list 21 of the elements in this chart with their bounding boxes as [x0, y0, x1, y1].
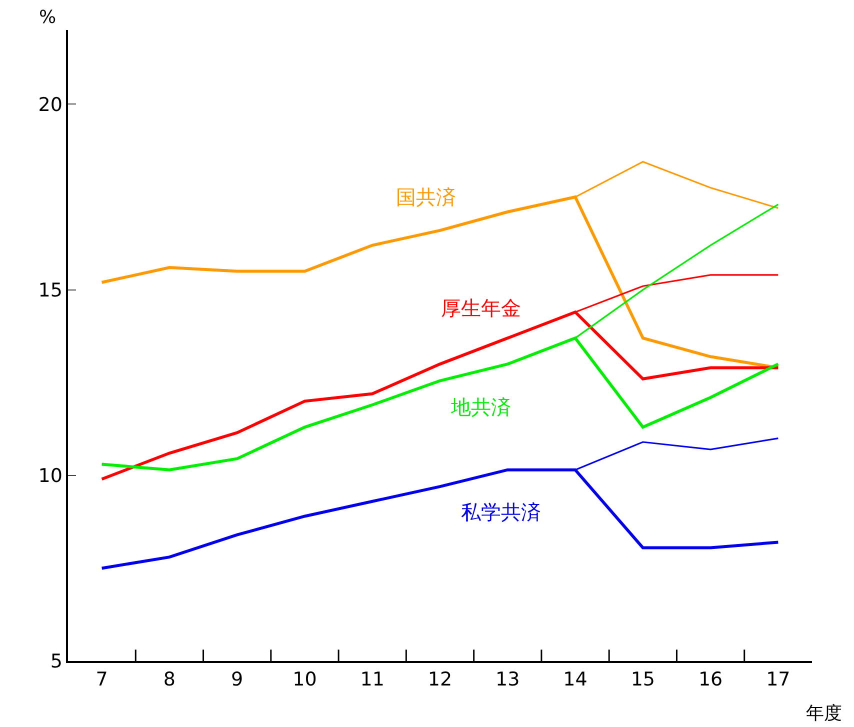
series-label: 私学共済	[461, 500, 541, 524]
y-tick-label: 10	[38, 465, 62, 488]
x-tick-label: 10	[292, 668, 317, 691]
series-label: 厚生年金	[441, 296, 521, 320]
y-tick-label: 20	[38, 94, 62, 116]
y-tick-label: 15	[38, 279, 62, 302]
x-tick-label: 12	[428, 668, 452, 691]
x-tick-label: 14	[563, 668, 588, 691]
y-tick-label: 5	[50, 650, 62, 673]
y-axis-title: %	[39, 7, 56, 28]
x-axis-title: 年度	[806, 703, 842, 724]
x-tick-label: 11	[360, 668, 384, 691]
series-label: 国共済	[396, 185, 456, 209]
x-tick-label: 15	[630, 668, 656, 691]
x-tick-label: 13	[496, 668, 520, 691]
x-tick-label: 17	[766, 668, 790, 691]
x-tick-label: 8	[163, 668, 176, 691]
x-tick-label: 7	[96, 668, 108, 691]
x-tick-label: 9	[231, 668, 244, 691]
series-label: 地共済	[450, 395, 511, 419]
x-tick-label: 16	[698, 668, 723, 691]
